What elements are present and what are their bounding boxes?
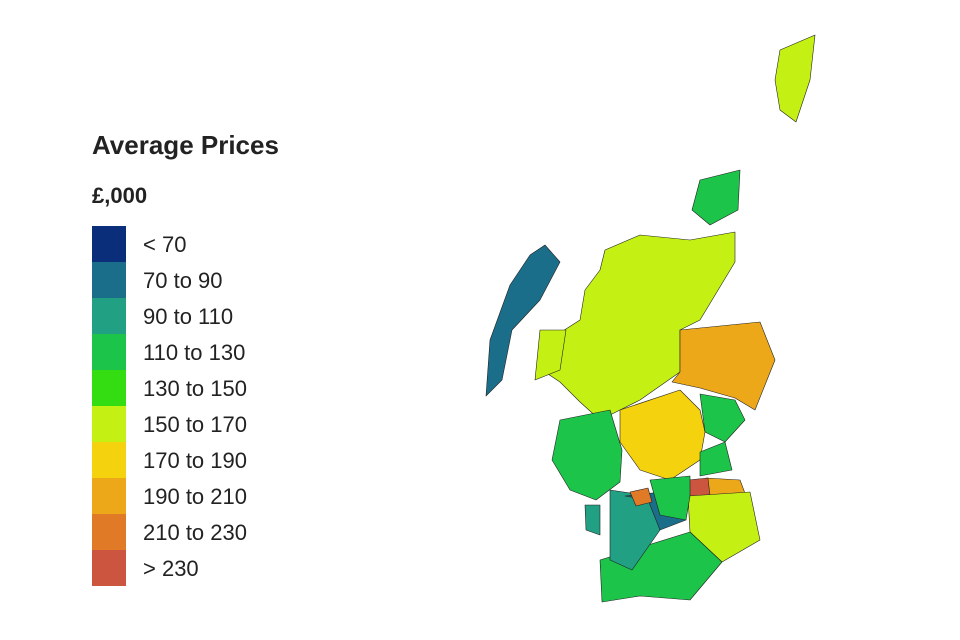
region	[774, 34, 816, 123]
legend-label: < 70	[143, 232, 186, 257]
legend-swatch	[92, 550, 126, 586]
legend-label: 70 to 90	[143, 268, 223, 293]
legend-swatch	[92, 442, 126, 478]
legend-swatch	[92, 370, 126, 406]
legend-label: > 230	[143, 556, 199, 581]
legend-label: 150 to 170	[143, 412, 247, 437]
region	[599, 531, 723, 603]
region	[699, 393, 746, 443]
legend-label: 90 to 110	[143, 304, 233, 329]
region	[691, 169, 741, 226]
region	[551, 409, 623, 501]
legend: < 70 70 to 90 90 to 110 110 to 130 130 to 15…	[92, 226, 247, 586]
legend-swatch	[92, 334, 126, 370]
legend-title: Average Prices	[92, 130, 279, 160]
region	[687, 477, 711, 497]
region	[649, 475, 691, 521]
region	[629, 487, 653, 507]
legend-swatch	[92, 478, 126, 514]
legend-swatch	[92, 226, 126, 262]
region	[534, 329, 567, 381]
legend-swatch	[92, 298, 126, 334]
legend-swatch	[92, 514, 126, 550]
legend-label: 110 to 130	[143, 340, 245, 365]
legend-label: 210 to 230	[143, 520, 247, 545]
legend-swatch	[92, 406, 126, 442]
scotland-map	[485, 34, 816, 603]
legend-label: 130 to 150	[143, 376, 247, 401]
region	[699, 441, 733, 477]
legend-unit: £,000	[92, 183, 147, 208]
legend-label: 170 to 190	[143, 448, 247, 473]
legend-swatch	[92, 262, 126, 298]
region	[584, 504, 601, 536]
legend-label: 190 to 210	[143, 484, 247, 509]
region	[485, 244, 561, 397]
region	[687, 491, 761, 563]
region	[671, 321, 776, 411]
